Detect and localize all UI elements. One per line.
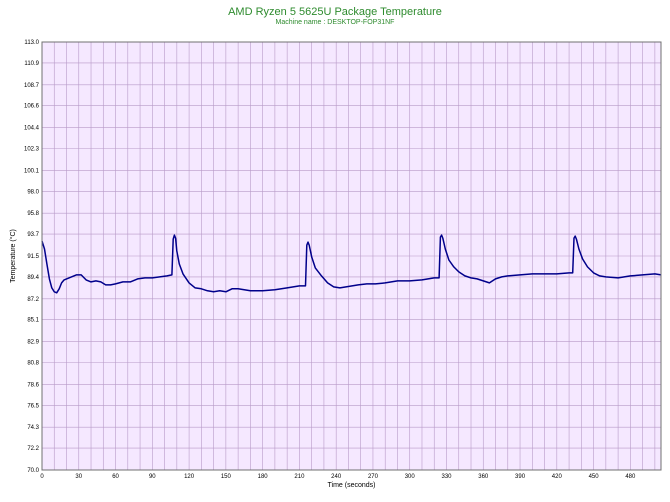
y-tick-label: 104.4 <box>24 126 40 132</box>
y-tick-label: 72.2 <box>27 446 39 452</box>
y-tick-label: 78.6 <box>27 382 39 388</box>
y-tick-label: 91.5 <box>27 254 39 260</box>
x-tick-label: 240 <box>331 474 342 480</box>
y-tick-label: 113.0 <box>24 40 39 46</box>
y-tick-label: 106.6 <box>24 104 40 110</box>
y-tick-label: 80.8 <box>27 361 39 367</box>
x-tick-label: 420 <box>552 474 563 480</box>
y-tick-label: 85.1 <box>27 318 39 324</box>
x-axis-label: Time (seconds) <box>328 482 376 489</box>
y-tick-label: 89.4 <box>27 275 39 281</box>
y-tick-label: 82.9 <box>27 340 39 346</box>
y-tick-label: 93.7 <box>27 232 39 238</box>
x-tick-label: 270 <box>368 474 379 480</box>
x-tick-label: 480 <box>625 474 636 480</box>
y-tick-label: 110.9 <box>24 61 39 67</box>
x-tick-label: 180 <box>258 474 269 480</box>
y-axis-ticks: 70.0 72.2 74.3 76.5 78.6 80.8 82.9 85.1 87.2 89.4… <box>24 40 40 474</box>
x-tick-label: 360 <box>478 474 489 480</box>
y-tick-label: 108.7 <box>24 83 40 89</box>
x-tick-label: 330 <box>441 474 452 480</box>
gridlines <box>42 42 661 470</box>
chart-subtitle: Machine name : DESKTOP-FOP31NF <box>275 19 395 26</box>
chart-title: AMD Ryzen 5 5625U Package Temperature <box>228 6 442 18</box>
y-tick-label: 87.2 <box>27 297 39 303</box>
y-tick-label: 76.5 <box>27 403 39 409</box>
y-tick-label: 100.1 <box>24 168 40 174</box>
x-tick-label: 390 <box>515 474 526 480</box>
x-axis-ticks: 0 30 60 90 120 150 180 210 240 270 300 330 360 390 420… <box>40 474 636 480</box>
x-tick-label: 300 <box>405 474 416 480</box>
y-axis-label: Temperature (°C) <box>9 229 17 283</box>
x-tick-label: 90 <box>149 474 156 480</box>
y-tick-label: 102.3 <box>24 147 40 153</box>
y-tick-label: 98.0 <box>27 189 39 195</box>
y-tick-label: 70.0 <box>27 468 39 474</box>
x-tick-label: 60 <box>112 474 119 480</box>
y-tick-label: 74.3 <box>27 425 39 431</box>
series-line <box>41 234 662 294</box>
x-tick-label: 120 <box>184 474 195 480</box>
x-tick-label: 210 <box>294 474 305 480</box>
x-tick-label: 150 <box>221 474 232 480</box>
plot-border <box>41 41 662 471</box>
x-tick-label: 0 <box>40 474 44 480</box>
y-tick-label: 95.8 <box>27 211 39 217</box>
x-tick-label: 450 <box>589 474 600 480</box>
x-tick-label: 30 <box>75 474 82 480</box>
